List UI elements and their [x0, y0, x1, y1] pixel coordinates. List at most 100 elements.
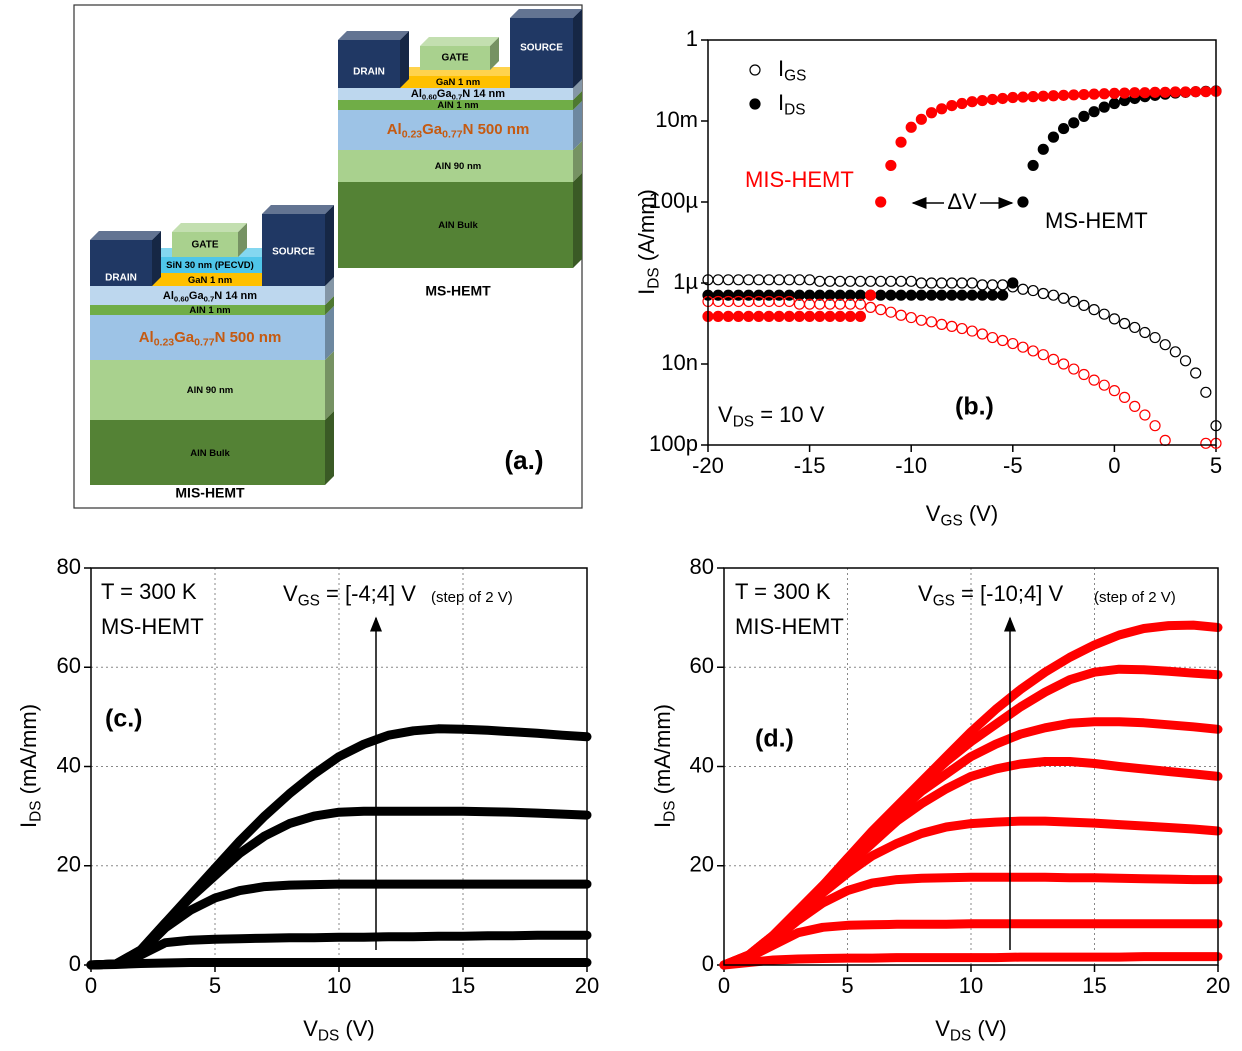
text-part: V: [303, 1016, 318, 1041]
x-tick-label: 10: [327, 973, 351, 998]
block-top-shade: [510, 9, 582, 18]
data-point: [905, 121, 917, 133]
block-top-shade: [262, 205, 334, 214]
subscript: DS: [28, 801, 45, 822]
data-point: [743, 310, 755, 322]
block-side: [573, 91, 582, 110]
subscript: DS: [950, 1028, 971, 1045]
block-side: [573, 141, 582, 182]
data-point: [1057, 122, 1070, 135]
data-point: [803, 310, 816, 322]
block-front: [90, 360, 325, 420]
block-side: [573, 79, 582, 100]
text-part: V: [935, 1016, 950, 1041]
data-point: [854, 298, 867, 310]
data-point: [997, 334, 1009, 347]
data-point: [1057, 89, 1070, 101]
text-part: I: [650, 822, 675, 828]
block-front: [152, 257, 262, 273]
layer-label: AlN 1 nm: [437, 100, 478, 111]
text-part: ΔV: [947, 189, 977, 214]
subscript: GS: [784, 68, 806, 85]
block-side: [573, 9, 582, 88]
block-front: [90, 305, 325, 315]
text-part: Ga: [437, 88, 453, 100]
text-part: SiN 30 nm (PECVD): [166, 260, 254, 271]
data-line: [86, 724, 592, 970]
data-point: [1078, 368, 1090, 381]
annotation: VDS = 10 V: [718, 402, 825, 431]
data-point: [1098, 379, 1110, 391]
data-point: [1057, 292, 1070, 304]
plot-frame: [90, 567, 588, 966]
block-front: [338, 40, 400, 88]
block-side-shade: [400, 31, 409, 88]
data-point: [895, 136, 907, 148]
subscript: 0.23: [154, 336, 175, 348]
block-side-shade: [152, 231, 161, 286]
subscript: GS: [940, 513, 962, 530]
data-point: [986, 93, 999, 106]
data-point: [1159, 86, 1171, 98]
layer-label: AlN 90 nm: [187, 385, 233, 396]
text-part: = [-10;4] V: [955, 581, 1064, 606]
x-tick-label: 0: [718, 973, 730, 998]
block-side-shade: [238, 223, 247, 257]
data-point: [1027, 284, 1039, 297]
drain-label: DRAIN: [353, 67, 385, 78]
text-part: (V): [339, 1016, 374, 1041]
block-front: [90, 420, 325, 485]
y-tick-label: 80: [690, 554, 714, 579]
data-point: [956, 322, 968, 335]
annotation: MS-HEMT: [101, 614, 204, 639]
data-point: [1007, 91, 1019, 104]
y-tick-label: 0: [69, 951, 81, 976]
data-point: [1108, 313, 1121, 325]
text-part: AlN 90 nm: [435, 161, 481, 172]
y-axis-label: IDS (mA/mm): [650, 704, 679, 828]
text-part: (mA/mm): [650, 704, 675, 801]
text-part: AlN Bulk: [190, 448, 230, 459]
text-part: Al: [163, 290, 174, 302]
data-point: [1007, 337, 1019, 350]
block-side-shade: [573, 141, 582, 182]
y-tick-label: 20: [57, 852, 81, 877]
block-side: [325, 296, 334, 315]
data-point: [925, 107, 938, 119]
data-point: [1149, 331, 1161, 344]
data-point: [1200, 386, 1212, 398]
data-point: [956, 289, 968, 301]
plot-frame: [723, 567, 1219, 966]
block-top: [420, 37, 499, 46]
data-point: [946, 320, 958, 332]
text-part: MIS-HEMT: [735, 614, 844, 639]
text-part: (A/mm): [634, 189, 659, 267]
block-side: [325, 351, 334, 420]
text-part: GaN 1 nm: [436, 77, 480, 88]
text-part: Al: [411, 88, 422, 100]
block-side-shade: [325, 411, 334, 485]
block-side-shade: [573, 9, 582, 88]
block-side: [573, 173, 582, 268]
data-point: [1088, 106, 1100, 118]
data-line: [719, 952, 1223, 970]
x-tick-label: 20: [575, 973, 599, 998]
block-side-shade: [325, 351, 334, 420]
block-top: [172, 223, 247, 232]
text-part: V: [918, 581, 933, 606]
data-point: [895, 289, 907, 301]
text-part: Ga: [189, 290, 205, 302]
data-point: [732, 310, 745, 322]
data-point: [773, 310, 785, 322]
data-point: [956, 97, 968, 110]
data-point: [1129, 87, 1141, 99]
text-part: (step of 2 V): [1094, 589, 1176, 606]
data-point: [885, 159, 897, 172]
layer-label: Al0.60Ga0.7N 14 nm: [411, 88, 505, 101]
block-top-shade: [90, 231, 161, 240]
text-part: Al: [387, 121, 402, 138]
data-point: [986, 331, 999, 344]
gate-label: GATE: [191, 240, 218, 251]
data-point: [1017, 341, 1029, 353]
